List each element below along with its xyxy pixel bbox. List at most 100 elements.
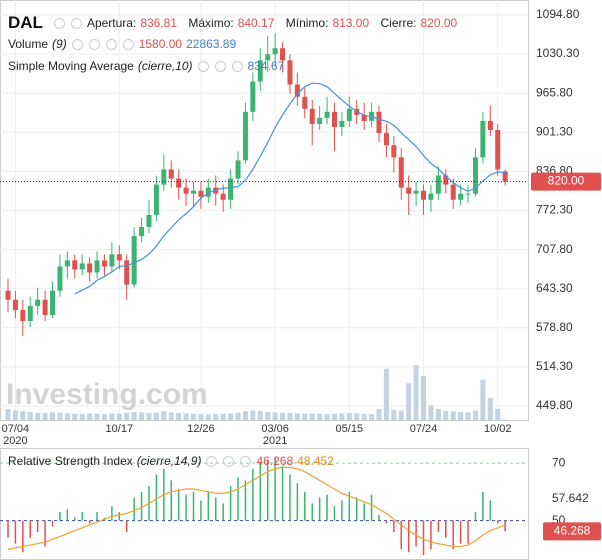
icon[interactable] xyxy=(70,17,82,29)
candle-body xyxy=(183,187,189,194)
volume-bar xyxy=(250,410,256,420)
candle-body xyxy=(287,60,293,85)
candle-body xyxy=(324,111,330,118)
volume-bar xyxy=(191,413,196,420)
symbol: DAL xyxy=(8,13,43,32)
candle-body xyxy=(228,178,234,200)
volume-name: Volume xyxy=(8,37,49,51)
rsi-bar xyxy=(88,520,91,524)
icon[interactable] xyxy=(88,38,100,50)
rsi-bar xyxy=(140,491,143,521)
sma-params: (cierre,10) xyxy=(137,59,193,73)
year-label: 2021 xyxy=(263,435,287,447)
candle-body xyxy=(87,263,93,273)
icon[interactable] xyxy=(53,17,65,29)
candle-body xyxy=(383,133,389,146)
sma-last: 834.67 xyxy=(247,59,285,73)
candle-body xyxy=(250,81,256,112)
volume-bar xyxy=(443,410,449,420)
rsi-bar xyxy=(22,520,24,553)
volume-bar xyxy=(280,412,286,420)
rsi-legend: Relative Strength Index (cierre,14,9) 46.… xyxy=(8,454,334,468)
rsi-bar xyxy=(66,509,69,521)
candle-body xyxy=(153,184,159,215)
volume-params: (9) xyxy=(52,37,67,51)
rsi-name: Relative Strength Index xyxy=(8,454,133,468)
icon[interactable] xyxy=(240,455,252,467)
volume-bar xyxy=(376,409,382,420)
rsi-bar xyxy=(385,520,388,524)
volume-bar xyxy=(79,414,85,420)
volume-average: 22863.89 xyxy=(186,37,237,51)
candle-body xyxy=(502,171,508,182)
volume-bar xyxy=(5,409,11,420)
volume-bar xyxy=(257,410,263,420)
volume-bar xyxy=(383,368,389,420)
rsi-bar xyxy=(177,488,180,521)
y-tick-label: 578.80 xyxy=(536,320,573,334)
last-price-box xyxy=(531,172,601,191)
volume-bar xyxy=(57,412,63,420)
volume-bar xyxy=(272,412,278,420)
rsi-bar xyxy=(430,520,432,550)
candle-body xyxy=(450,184,456,200)
y-tick-label: 70 xyxy=(552,455,566,469)
candle-body xyxy=(168,169,174,179)
quote-label: Mínimo: xyxy=(285,16,329,30)
signal-line xyxy=(7,466,506,550)
rsi-bar xyxy=(44,520,46,547)
candle-body xyxy=(27,305,33,322)
rsi-bar xyxy=(459,520,462,544)
icon[interactable] xyxy=(214,60,226,72)
icon[interactable] xyxy=(105,38,117,50)
candle-body xyxy=(161,169,167,185)
icon[interactable] xyxy=(231,60,243,72)
volume-bar xyxy=(146,413,152,420)
candle-body xyxy=(472,157,478,194)
y-tick-label: 1094.80 xyxy=(536,7,580,21)
rsi-bar xyxy=(252,468,254,521)
rsi-bar xyxy=(474,511,477,521)
rsi-bar xyxy=(355,497,358,521)
volume-bar xyxy=(361,413,367,420)
volume-bar xyxy=(465,412,471,420)
rsi-bar xyxy=(304,491,306,521)
icon[interactable] xyxy=(206,455,218,467)
rsi-bar xyxy=(415,520,417,547)
rsi-bar xyxy=(259,463,262,521)
candle-body xyxy=(198,190,204,197)
y-tick-label: 57.642 xyxy=(552,491,589,505)
candle-body xyxy=(116,254,122,261)
sma-line xyxy=(74,82,506,295)
quote-label: Cierre: xyxy=(380,16,417,30)
y-tick-label: 1030.30 xyxy=(536,46,580,60)
volume-bar xyxy=(421,376,427,420)
volume-bar xyxy=(339,413,345,420)
candle-body xyxy=(302,96,308,109)
volume-bar xyxy=(480,379,486,420)
x-tick-label: 10/17 xyxy=(106,423,134,435)
candle-body xyxy=(391,145,397,158)
candle-body xyxy=(131,236,137,285)
volume-last: 1580.00 xyxy=(138,37,183,51)
rsi-bar xyxy=(36,520,39,533)
candle-body xyxy=(495,130,501,170)
signal-last: 48.452 xyxy=(297,454,334,468)
candle-body xyxy=(413,190,419,194)
icon[interactable] xyxy=(197,60,209,72)
volume-bar xyxy=(406,383,412,420)
icon[interactable] xyxy=(223,455,235,467)
rsi-bar xyxy=(185,494,187,521)
quote-value: 840.17 xyxy=(237,16,275,30)
rsi-bar xyxy=(333,506,336,521)
rsi-bar xyxy=(482,491,484,521)
rsi-bar xyxy=(133,497,135,521)
candle-body xyxy=(257,60,263,82)
icon[interactable] xyxy=(122,38,134,50)
sma-name: Simple Moving Average xyxy=(8,59,134,73)
y-tick-label: 772.30 xyxy=(536,203,573,217)
rsi-last-box xyxy=(543,522,601,541)
candle-body xyxy=(79,263,85,270)
icon[interactable] xyxy=(71,38,83,50)
volume-bar xyxy=(502,419,508,420)
